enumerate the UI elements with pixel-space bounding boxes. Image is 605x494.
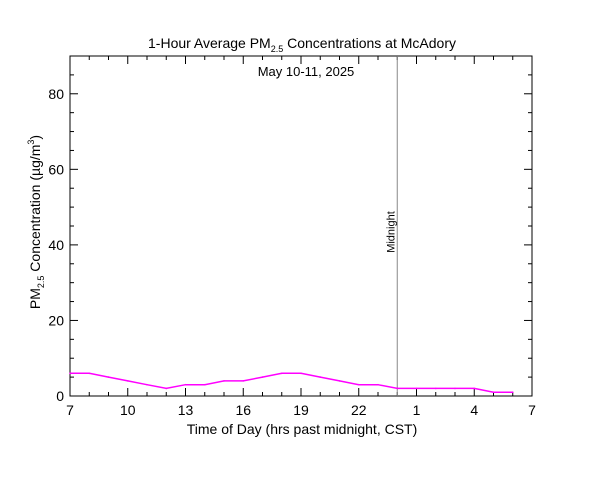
midnight-label: Midnight — [385, 211, 397, 253]
data-point — [203, 383, 206, 386]
ylabel-superscript: 3 — [26, 140, 36, 145]
y-tick-label: 40 — [48, 237, 64, 253]
ylabel-middle: Concentration (µg/m — [27, 145, 43, 276]
data-point — [126, 380, 129, 382]
data-point — [492, 391, 495, 394]
ylabel-subscript: 2.5 — [36, 276, 46, 289]
data-point — [434, 387, 437, 390]
plot-area: 0 20 40 60 80 7 10 13 16 19 22 1 4 7 Midnight — [48, 55, 536, 418]
title-subscript: 2.5 — [271, 44, 284, 54]
data-point — [280, 372, 283, 375]
data-point — [242, 380, 245, 382]
title-prefix: 1-Hour Average PM — [148, 35, 271, 51]
y-tick-label: 80 — [48, 86, 64, 102]
x-tick-label: 10 — [120, 402, 136, 418]
data-point — [69, 372, 71, 375]
data-point — [165, 387, 168, 390]
data-point — [357, 383, 360, 386]
ylabel-suffix: ) — [27, 135, 43, 140]
y-tick-label: 20 — [48, 312, 64, 328]
data-point — [184, 383, 187, 386]
data-point — [88, 372, 91, 375]
x-tick-label: 16 — [235, 402, 251, 418]
data-point — [146, 383, 148, 386]
y-tick-label: 60 — [48, 161, 64, 177]
x-axis-label: Time of Day (hrs past midnight, CST) — [187, 421, 418, 437]
data-point — [377, 383, 379, 386]
data-point — [415, 387, 418, 390]
data-point — [396, 387, 399, 390]
title-suffix: Concentrations at McAdory — [283, 35, 456, 51]
data-point — [454, 387, 456, 390]
x-tick-label: 22 — [351, 402, 367, 418]
data-point — [300, 372, 302, 375]
data-point — [319, 376, 322, 378]
x-tick-label: 1 — [413, 402, 421, 418]
data-point — [223, 380, 225, 382]
x-tick-label: 19 — [293, 402, 309, 418]
pm25-series-line — [70, 372, 513, 393]
data-point — [511, 391, 514, 394]
y-tick-label: 0 — [56, 388, 64, 404]
x-tick-label: 7 — [66, 402, 74, 418]
data-point — [261, 376, 264, 378]
ylabel-prefix: PM — [27, 288, 43, 309]
plot-frame — [69, 55, 533, 397]
chart-title: 1-Hour Average PM2.5 Concentrations at M… — [148, 35, 456, 54]
data-point — [107, 376, 110, 378]
x-tick-label: 7 — [528, 402, 536, 418]
x-tick-label: 4 — [470, 402, 478, 418]
x-tick-label: 13 — [178, 402, 194, 418]
data-point — [473, 387, 476, 390]
data-point — [338, 380, 341, 382]
y-axis-label: PM2.5 Concentration (µg/m3) — [26, 135, 46, 309]
chart-subtitle: May 10-11, 2025 — [258, 64, 355, 79]
